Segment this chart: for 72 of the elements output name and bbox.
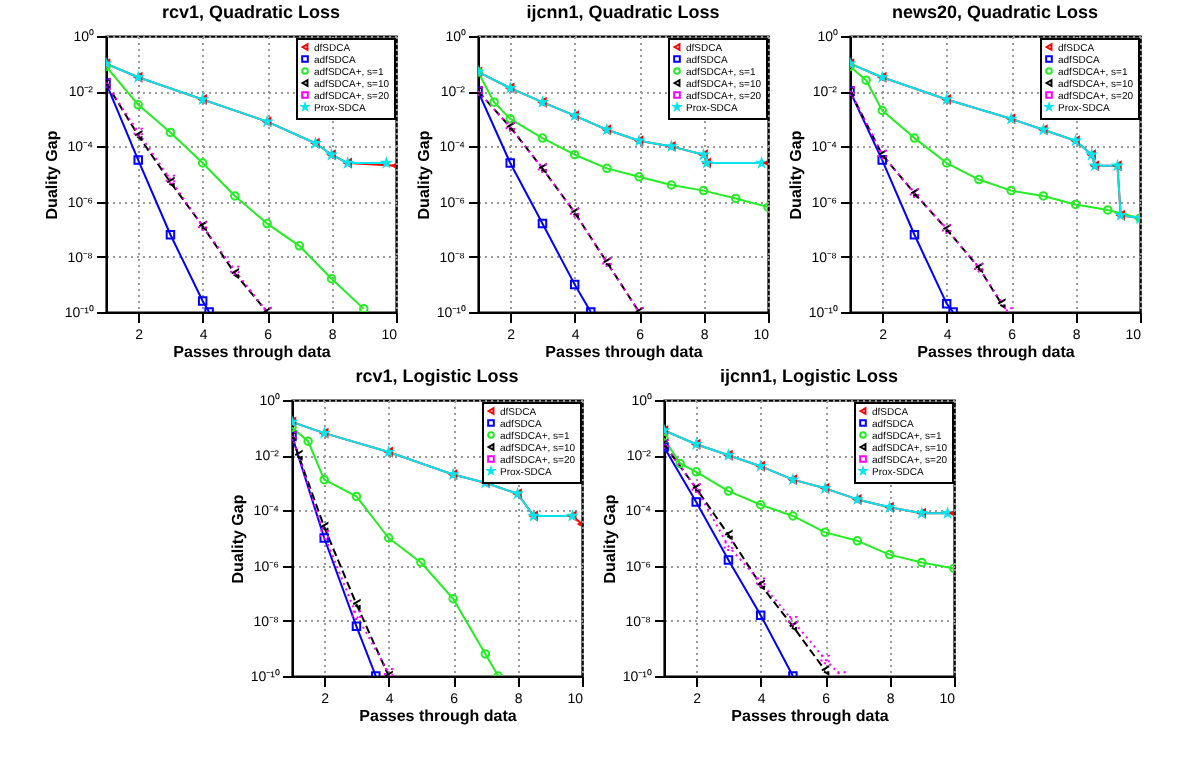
- y-axis-title: Duality Gap: [227, 494, 246, 584]
- point: [690, 467, 700, 477]
- point: [1102, 205, 1112, 215]
- point: [722, 555, 733, 565]
- point: [351, 599, 360, 609]
- point: [601, 163, 611, 174]
- point: [504, 158, 514, 168]
- point: [229, 191, 239, 201]
- x-axis-title: Passes through data: [730, 707, 889, 725]
- point: [787, 616, 797, 626]
- point: [536, 133, 547, 143]
- point: [633, 172, 643, 182]
- chart-title: rcv1, Logistic Loss: [354, 366, 518, 386]
- point: [196, 296, 207, 306]
- point: [876, 155, 886, 165]
- chart-title: ijcnn1, Quadratic Loss: [525, 2, 719, 22]
- point: [787, 511, 797, 521]
- point: [568, 279, 579, 290]
- point: [504, 114, 514, 124]
- point: [973, 174, 983, 185]
- point: [164, 230, 175, 240]
- point: [488, 97, 498, 107]
- point: [730, 193, 740, 204]
- point: [883, 549, 894, 560]
- y-axis-title: Duality Gap: [599, 494, 618, 584]
- point: [1037, 191, 1048, 201]
- point: [1069, 199, 1080, 210]
- point: [1005, 185, 1015, 196]
- point: [916, 557, 926, 568]
- point: [996, 298, 1005, 309]
- point: [690, 497, 700, 507]
- point: [350, 621, 361, 632]
- chart-title: ijcnn1, Logistic Loss: [718, 366, 898, 386]
- point: [261, 218, 271, 229]
- chart-title: rcv1, Quadratic Loss: [160, 2, 340, 22]
- point: [851, 536, 862, 546]
- point: [722, 486, 733, 496]
- point: [940, 298, 951, 309]
- point: [293, 241, 304, 251]
- point: [302, 436, 312, 446]
- x-axis-title: Passes through data: [172, 343, 331, 361]
- point: [908, 230, 919, 240]
- point: [415, 557, 425, 568]
- point: [697, 185, 708, 196]
- point: [132, 155, 142, 165]
- chart-title: news20, Quadratic Loss: [890, 2, 1098, 22]
- point: [350, 491, 361, 502]
- point: [722, 541, 733, 552]
- point: [723, 530, 732, 540]
- point: [754, 610, 765, 620]
- y-axis-title: Duality Gap: [413, 130, 432, 220]
- point: [876, 105, 886, 116]
- point: [293, 450, 302, 460]
- x-axis-title: Passes through data: [358, 707, 517, 725]
- point: [479, 649, 490, 659]
- point: [819, 527, 829, 538]
- point: [318, 474, 328, 485]
- x-axis-title: Passes through data: [916, 343, 1075, 361]
- point: [536, 218, 547, 229]
- point: [132, 100, 142, 110]
- point: [674, 458, 684, 469]
- y-axis-title: Duality Gap: [41, 130, 60, 220]
- point: [665, 180, 676, 190]
- point: [447, 594, 457, 604]
- y-axis-title: Duality Gap: [785, 130, 804, 220]
- point: [164, 127, 175, 138]
- x-axis-title: Passes through data: [544, 343, 703, 361]
- point: [819, 654, 829, 665]
- point: [350, 610, 361, 620]
- point: [908, 133, 919, 143]
- point: [325, 274, 336, 284]
- point: [860, 75, 870, 85]
